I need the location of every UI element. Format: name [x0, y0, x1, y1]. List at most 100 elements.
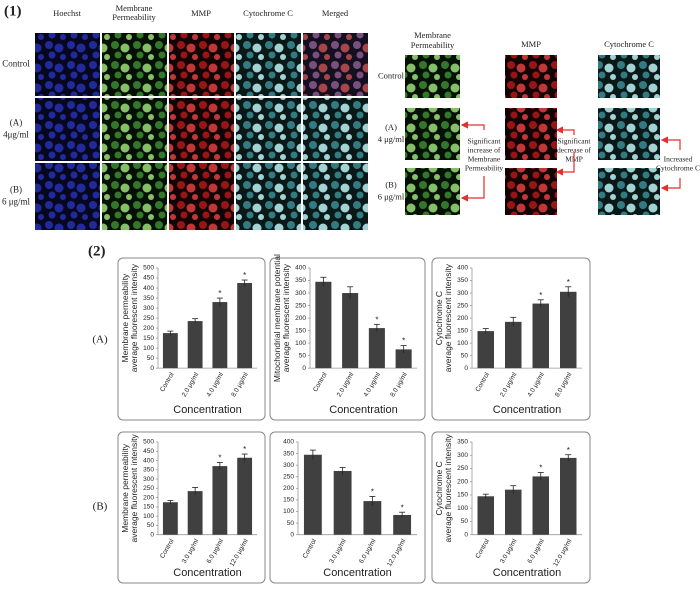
annotation: Significant [558, 137, 592, 146]
x-axis-label: Concentration [173, 404, 242, 416]
annotation: decrease of [557, 146, 591, 155]
annotation: Cytochrome C [656, 164, 700, 173]
micrograph [303, 98, 368, 161]
x-axis-label: Concentration [173, 567, 242, 579]
y-tick-label: 0 [464, 365, 468, 372]
y-tick-label: 50 [287, 520, 295, 527]
bar [560, 457, 577, 535]
y-tick-label: 200 [457, 315, 468, 322]
arrow [660, 136, 681, 150]
bar [303, 454, 322, 535]
bar [237, 457, 253, 535]
arrow [660, 178, 681, 192]
y-tick-label: 400 [143, 285, 154, 292]
y-tick-label: 350 [457, 439, 468, 446]
micrograph [405, 168, 460, 215]
y-axis-label: Cytochrome C [434, 291, 444, 345]
y-tick-label: 200 [283, 485, 294, 492]
y-tick-label: 200 [143, 494, 154, 501]
micrograph [35, 163, 100, 230]
x-axis-label: Concentration [323, 567, 392, 579]
micrograph [598, 108, 660, 160]
micrograph [35, 98, 100, 161]
micrograph [303, 163, 368, 230]
y-tick-label: 0 [464, 531, 468, 538]
y-tick-label: 100 [295, 340, 306, 347]
micrograph [102, 33, 167, 96]
bar [505, 321, 522, 369]
y-axis-label: average fluorescent intensity [281, 263, 291, 372]
bar [477, 331, 494, 369]
annotation: increase of [468, 146, 501, 155]
bar [212, 466, 228, 535]
y-tick-label: 350 [143, 467, 154, 474]
y-tick-label: 0 [150, 531, 154, 538]
micrograph [598, 55, 660, 98]
y-tick-label: 200 [457, 478, 468, 485]
y-tick-label: 500 [143, 439, 154, 446]
bar [162, 333, 178, 369]
y-axis-label: average fluorescent intensity [443, 433, 453, 542]
micrograph [102, 163, 167, 230]
bar [187, 491, 203, 535]
y-tick-label: 250 [143, 485, 154, 492]
arrow [555, 126, 575, 135]
row-label: 6 μg/ml [378, 191, 405, 201]
y-tick-label: 250 [283, 473, 294, 480]
y-axis-label: average fluorescent intensity [443, 263, 453, 372]
bar [393, 514, 412, 535]
significance-mark: * [371, 488, 374, 497]
micrograph [35, 33, 100, 96]
bar [532, 303, 549, 369]
row-label: Control [2, 59, 30, 69]
micrograph [236, 98, 301, 161]
row-label: 4μg/ml [3, 130, 29, 140]
y-tick-label: 100 [283, 508, 294, 515]
significance-mark: * [567, 278, 570, 287]
bar [532, 476, 549, 535]
y-axis-label: average fluorescent intensity [129, 433, 139, 542]
column-header: Merged [322, 8, 349, 18]
x-axis-label: Concentration [493, 567, 562, 579]
significance-mark: * [567, 446, 570, 455]
panel-label: (2) [88, 243, 106, 259]
bar [368, 328, 385, 369]
annotation: Membrane [468, 155, 501, 164]
micrograph [169, 33, 234, 96]
significance-mark: * [218, 289, 221, 298]
micrograph [505, 108, 557, 160]
y-tick-label: 50 [147, 355, 155, 362]
y-axis-label: Membrane permeability [120, 273, 130, 363]
y-tick-label: 0 [302, 365, 306, 372]
arrow [460, 176, 485, 202]
y-tick-label: 100 [457, 340, 468, 347]
y-axis-label: Cytochrome C [434, 461, 444, 515]
row-label: (B) [385, 179, 397, 189]
bar [315, 281, 332, 369]
y-tick-label: 300 [457, 290, 468, 297]
micrograph [303, 33, 368, 96]
y-tick-label: 50 [461, 352, 469, 359]
y-tick-label: 400 [457, 265, 468, 272]
bar [363, 501, 382, 535]
column-header: Membrane [414, 30, 451, 40]
column-header: Permeability [112, 12, 156, 22]
column-header: Hoechst [53, 8, 81, 18]
y-tick-label: 450 [143, 448, 154, 455]
significance-mark: * [243, 445, 246, 454]
micrograph [102, 98, 167, 161]
x-axis-label: Concentration [493, 404, 562, 416]
y-tick-label: 0 [290, 531, 294, 538]
micrograph [169, 163, 234, 230]
row-label: (A) [10, 118, 23, 128]
column-header: Permeability [411, 40, 455, 50]
column-header: Cytochrome C [604, 39, 654, 49]
bar [560, 291, 577, 369]
y-tick-label: 150 [143, 504, 154, 511]
bar [212, 302, 228, 369]
micrograph [236, 33, 301, 96]
micrograph [505, 55, 557, 98]
micrograph [405, 108, 460, 160]
y-tick-label: 250 [457, 302, 468, 309]
y-tick-label: 300 [143, 476, 154, 483]
